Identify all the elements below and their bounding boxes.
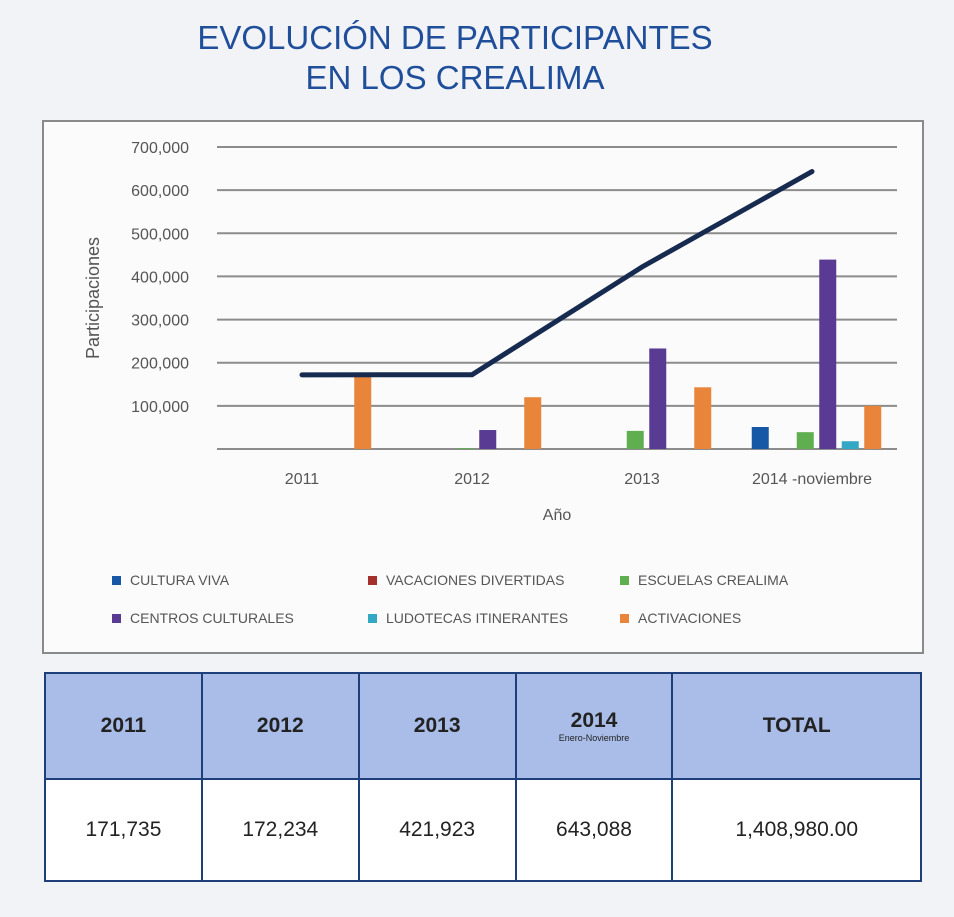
y-tick-label: 100,000	[131, 399, 189, 416]
summary-table: 2011 2012 2013 2014 Enero-Noviembre TOTAL…	[44, 672, 922, 882]
legend-item: LUDOTECAS ITINERANTES	[368, 610, 568, 626]
bar-escuelas-crealima	[626, 430, 644, 449]
bar-ludotecas-itinerantes	[841, 441, 859, 449]
legend-label: ACTIVACIONES	[638, 610, 742, 626]
title-line-2: EN LOS CREALIMA	[305, 59, 605, 96]
legend-swatch	[620, 613, 629, 623]
total-line	[299, 169, 815, 378]
title-line-1: EVOLUCIÓN DE PARTICIPANTES	[197, 19, 713, 56]
header-total: TOTAL	[671, 672, 922, 780]
cell-2011: 171,735	[44, 778, 203, 882]
legend-swatch	[368, 575, 377, 585]
header-2014-sub: Enero-Noviembre	[558, 733, 630, 743]
legend-item: VACACIONES DIVERTIDAS	[368, 572, 564, 588]
bar-activaciones	[694, 387, 712, 449]
legend-label: ESCUELAS CREALIMA	[638, 572, 789, 588]
x-tick-label: 2012	[454, 471, 490, 488]
legend-swatch	[368, 613, 377, 623]
bar-escuelas-crealima	[796, 432, 814, 449]
bar-activaciones	[354, 375, 372, 449]
legend-item: ESCUELAS CREALIMA	[620, 572, 788, 588]
y-tick-label: 300,000	[131, 313, 189, 330]
legend-label: CULTURA VIVA	[130, 572, 230, 588]
legend-swatch	[620, 575, 629, 585]
header-2014: 2014 Enero-Noviembre	[514, 672, 674, 780]
bar-centros-culturales	[649, 348, 667, 449]
y-tick-label: 600,000	[131, 183, 189, 200]
legend-label: CENTROS CULTURALES	[130, 610, 294, 626]
bar-cultura-viva	[751, 426, 769, 449]
chart-svg: 700,000 600,000 500,000 400,000 300,000 200,0…	[83, 140, 897, 524]
table-row: 171,735 172,234 421,923 643,088 1,408,98…	[44, 778, 922, 882]
y-tick-label: 400,000	[131, 269, 189, 286]
chart-frame: 700,000 600,000 500,000 400,000 300,000 200,0…	[42, 120, 924, 654]
y-axis-label: Participaciones	[83, 237, 103, 359]
legend-swatch	[112, 575, 121, 585]
y-tick-label: 200,000	[131, 356, 189, 373]
bar-centros-culturales	[819, 259, 837, 449]
cell-2014: 643,088	[514, 778, 674, 882]
header-2012: 2012	[200, 672, 360, 780]
cell-total: 1,408,980.00	[671, 778, 922, 882]
bar-activaciones	[864, 405, 882, 449]
x-tick-label: 2011	[285, 471, 320, 488]
bar-activaciones	[524, 397, 542, 449]
bar-escuelas-crealima	[456, 448, 474, 449]
y-tick-label: 700,000	[131, 140, 189, 157]
chart-title: EVOLUCIÓN DE PARTICIPANTES EN LOS CREALI…	[0, 18, 910, 98]
bar-centros-culturales	[479, 430, 497, 449]
x-axis-label: Año	[543, 507, 572, 524]
legend-item: CENTROS CULTURALES	[112, 610, 294, 626]
x-tick-label: 2013	[624, 471, 660, 488]
header-2011: 2011	[44, 672, 203, 780]
cell-2012: 172,234	[200, 778, 360, 882]
legend-label: VACACIONES DIVERTIDAS	[386, 572, 565, 588]
header-2013: 2013	[357, 672, 517, 780]
y-tick-label: 500,000	[131, 226, 189, 243]
legend-item: ACTIVACIONES	[620, 610, 741, 626]
legend-item: CULTURA VIVA	[112, 572, 229, 588]
legend-swatch	[112, 613, 121, 623]
legend-label: LUDOTECAS ITINERANTES	[386, 610, 569, 626]
cell-2013: 421,923	[357, 778, 517, 882]
x-tick-label: 2014 -noviembre	[752, 471, 872, 488]
